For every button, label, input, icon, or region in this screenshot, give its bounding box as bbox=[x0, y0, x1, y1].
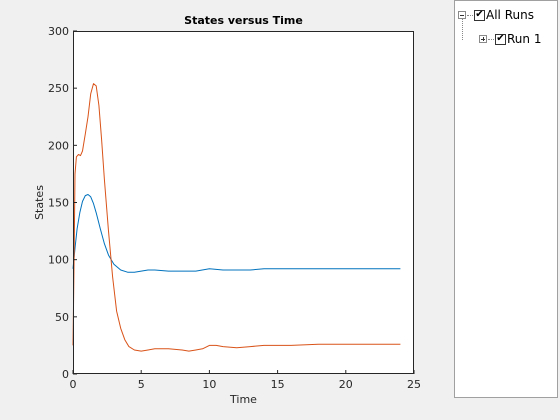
all-runs-label[interactable]: All Runs bbox=[486, 8, 534, 22]
series-line-2 bbox=[72, 83, 401, 352]
x-tick-label: 25 bbox=[407, 378, 421, 391]
chart-title: States versus Time bbox=[184, 14, 303, 27]
y-tick-label: 250 bbox=[48, 82, 69, 95]
x-tick-label: 15 bbox=[271, 378, 285, 391]
y-tick-label: 300 bbox=[48, 25, 69, 38]
expand-icon[interactable] bbox=[479, 35, 487, 43]
x-tick-label: 5 bbox=[138, 378, 145, 391]
run-1-label[interactable]: Run 1 bbox=[507, 32, 542, 46]
series-line-1 bbox=[72, 194, 401, 273]
data-lines bbox=[72, 83, 401, 352]
y-tick-label: 0 bbox=[62, 368, 69, 381]
x-tick-label: 0 bbox=[70, 378, 77, 391]
x-tick-label: 10 bbox=[202, 378, 216, 391]
tree-connector bbox=[462, 19, 463, 40]
run-1-checkbox[interactable]: ✔ bbox=[495, 33, 506, 45]
x-axis-label: Time bbox=[229, 393, 257, 406]
x-tick-label: 20 bbox=[339, 378, 353, 391]
y-tick-label: 100 bbox=[48, 254, 69, 267]
tree-dots bbox=[467, 14, 473, 16]
tree-node-run-1[interactable]: ✔ Run 1 bbox=[479, 31, 541, 47]
y-tick-label: 50 bbox=[55, 311, 69, 324]
axes-background bbox=[73, 31, 414, 374]
y-tick-label: 200 bbox=[48, 139, 69, 152]
tree-dots bbox=[488, 38, 494, 40]
all-runs-checkbox[interactable]: ✔ bbox=[474, 9, 485, 21]
y-tick-label: 150 bbox=[48, 197, 69, 210]
tree-node-all-runs[interactable]: ✔ All Runs bbox=[458, 7, 534, 23]
collapse-icon[interactable] bbox=[458, 11, 466, 19]
y-axis-label: States bbox=[33, 185, 46, 220]
run-tree-panel[interactable]: ✔ All Runs ✔ Run 1 bbox=[454, 0, 558, 398]
